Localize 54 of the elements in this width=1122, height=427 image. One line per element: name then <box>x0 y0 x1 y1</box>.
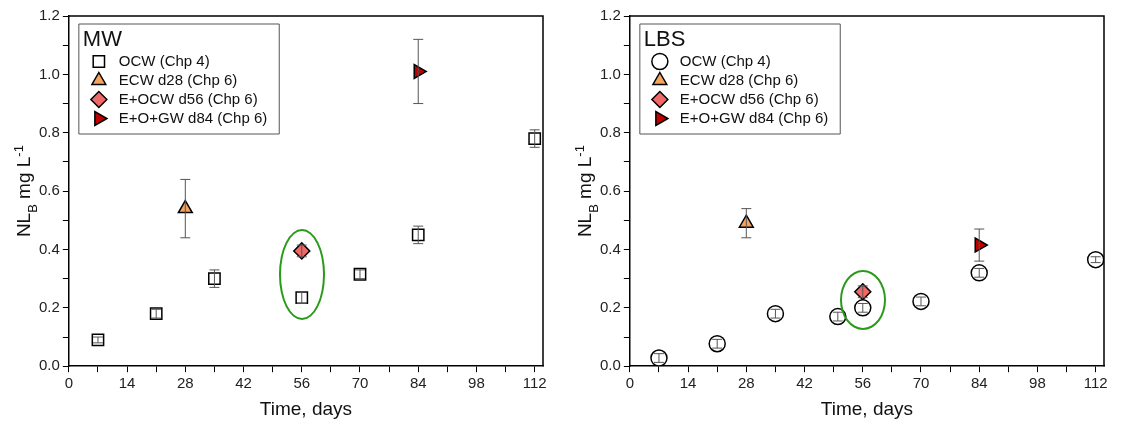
y-tick-label: 0.4 <box>38 239 60 257</box>
point <box>974 237 988 253</box>
point <box>708 334 726 353</box>
x-tick-label: 84 <box>409 374 427 392</box>
y-tick-label: 0.4 <box>599 239 621 257</box>
legend-label: E+O+GW d84 (Chp 6) <box>118 108 268 126</box>
legend-label: ECW d28 (Chp 6) <box>118 70 238 88</box>
legend-label: ECW d28 (Chp 6) <box>679 70 799 88</box>
y-axis-title: NLB mg L-1 <box>572 145 601 238</box>
x-tick-label: 42 <box>235 374 252 392</box>
x-tick-label: 28 <box>737 374 755 392</box>
point <box>413 63 427 80</box>
y-tick-label: 1.2 <box>38 6 60 24</box>
y-axis-title: NLB mg L-1 <box>11 145 40 238</box>
y-tick-label: 1.0 <box>38 64 60 82</box>
y-tick-label: 1.2 <box>599 6 621 24</box>
x-tick-label: 0 <box>625 374 635 392</box>
x-tick-label: 112 <box>522 374 547 392</box>
y-tick-label: 0.8 <box>599 122 621 140</box>
x-tick-label: 84 <box>970 374 988 392</box>
x-tick-label: 98 <box>1029 374 1046 392</box>
x-tick-label: 70 <box>351 374 369 392</box>
point <box>970 264 988 282</box>
y-tick-label: 0.2 <box>599 297 621 315</box>
point <box>766 304 785 323</box>
x-axis-title: Time, days <box>259 397 353 419</box>
x-tick-label: 14 <box>679 374 697 392</box>
x-tick-label: 56 <box>293 374 311 392</box>
legend-title: LBS <box>643 26 686 52</box>
x-tick-label: 56 <box>854 374 872 392</box>
legend-label: E+OCW d56 (Chp 6) <box>679 89 819 107</box>
legend-title: MW <box>82 26 123 52</box>
x-axis-title: Time, days <box>820 397 914 419</box>
point <box>650 349 668 367</box>
x-tick-label: 70 <box>912 374 930 392</box>
point <box>912 292 930 311</box>
y-tick-label: 0.0 <box>38 356 60 374</box>
x-tick-label: 98 <box>468 374 485 392</box>
legend-label: OCW (Chp 4) <box>118 51 210 69</box>
x-tick-label: 112 <box>1083 374 1108 392</box>
point <box>829 307 847 326</box>
y-tick-label: 0.0 <box>599 356 621 374</box>
x-tick-label: 42 <box>796 374 813 392</box>
legend-label: OCW (Chp 4) <box>679 51 771 69</box>
y-tick-label: 0.2 <box>38 297 60 315</box>
y-tick-label: 0.6 <box>38 181 60 199</box>
y-tick-label: 0.8 <box>38 122 60 140</box>
legend-label: E+OCW d56 (Chp 6) <box>118 89 258 107</box>
x-tick-label: 28 <box>176 374 194 392</box>
y-tick-label: 0.6 <box>599 181 621 199</box>
x-tick-label: 0 <box>64 374 74 392</box>
legend-label: E+O+GW d84 (Chp 6) <box>679 108 829 126</box>
y-tick-label: 1.0 <box>599 64 621 82</box>
x-tick-label: 14 <box>118 374 136 392</box>
